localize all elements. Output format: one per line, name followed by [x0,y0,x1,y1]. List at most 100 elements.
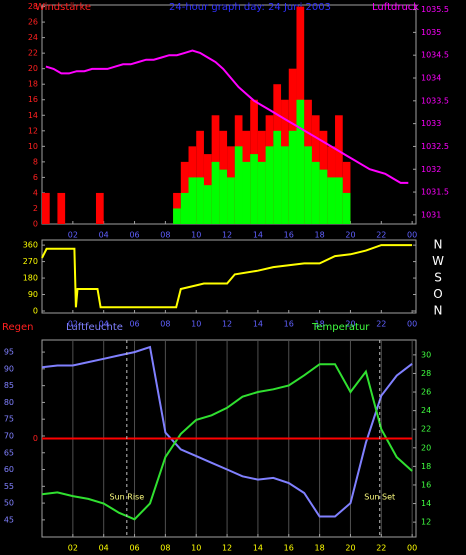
y3-axis-label: Regen [2,322,34,333]
y2-tick-label: 1035 [421,28,441,37]
x-tick-label: 02 [68,320,78,329]
bar [95,192,104,224]
y2-tick-label: 16 [421,480,431,489]
bar [196,177,204,224]
line [41,244,413,309]
y2-tick-label: 24 [421,406,431,415]
y-tick-label: 8 [33,157,38,166]
y-tick-label: 55 [4,482,14,491]
y2-tick-label: N [434,303,443,317]
y-tick-label: 14 [28,111,38,120]
y-tick-label: 65 [4,448,14,457]
y-tick-label: 85 [4,381,14,390]
bar [265,146,274,224]
y-tick-label: 2 [33,204,38,213]
y2-tick-label: 1032 [421,165,441,174]
bar [273,130,282,224]
y-tick-label: 6 [33,173,38,182]
y-tick-label: 28 [28,2,38,11]
y2-tick-label: O [433,287,442,301]
y-tick-label: 60 [4,465,14,474]
x-tick-label: 00 [407,320,417,329]
y-tick-label: 75 [4,415,14,424]
y3-tick-label: 0 [33,434,38,443]
bar [234,146,243,224]
y-tick-label: 10 [28,142,38,151]
y2-tick-label: 1034.5 [421,51,449,60]
x-tick-label: 22 [376,544,386,553]
bar [173,208,181,224]
annotation: Sun Set [364,493,395,502]
x-tick-label: 22 [376,231,386,240]
x-tick-label: 20 [345,231,355,240]
y2-tick-label: 20 [421,443,431,452]
y-tick-label: 12 [28,126,38,135]
x-tick-label: 18 [315,320,325,329]
bar [42,192,50,224]
bar [250,154,258,224]
bar [335,177,343,224]
x-tick-label: 04 [99,231,109,240]
y-tick-label: 90 [28,290,38,299]
line [45,49,409,184]
bar [335,115,343,224]
x-tick-label: 06 [129,544,139,553]
y-tick-label: 270 [23,257,38,266]
x-tick-label: 10 [191,544,201,553]
y-tick-label: 0 [33,306,38,315]
bar [257,161,266,224]
bar [227,177,235,224]
bar [311,161,320,224]
x-tick-label: 08 [160,231,170,240]
y2-tick-label: 26 [421,388,431,397]
y-tick-label: 45 [4,515,14,524]
bar [188,177,197,224]
chart-title: 24-hour graph day: 24 Juni 2003 [169,2,331,13]
x-tick-label: 00 [407,231,417,240]
y2-axis-label: Temperatur [311,322,370,333]
y-tick-label: 0 [33,220,38,229]
y-axis-label: Luftfeuchte [66,322,123,333]
x-tick-label: 04 [99,544,109,553]
y2-tick-label: 1033 [421,119,441,128]
bar [57,192,66,224]
y-tick-label: 26 [28,18,38,27]
y2-tick-label: N [434,238,443,252]
bar [304,146,312,224]
x-tick-label: 12 [222,231,232,240]
x-tick-label: 14 [253,544,263,553]
y2-tick-label: 22 [421,425,431,434]
x-tick-label: 06 [129,320,139,329]
bar [288,130,297,224]
line [41,345,413,518]
y2-tick-label: 1033.5 [421,96,449,105]
x-tick-label: 12 [222,544,232,553]
bar [211,161,220,224]
x-tick-label: 04 [99,320,109,329]
y2-tick-label: 1032.5 [421,142,449,151]
y-tick-label: 80 [4,398,14,407]
x-tick-label: 16 [284,320,294,329]
y2-tick-label: 1034 [421,74,441,83]
x-tick-label: 10 [191,231,201,240]
y-tick-label: 50 [4,499,14,508]
y-tick-label: 18 [28,80,38,89]
x-tick-label: 18 [315,231,325,240]
y-tick-label: 90 [4,364,14,373]
x-tick-label: 00 [407,544,417,553]
bar [203,185,212,224]
y-tick-label: 20 [28,64,38,73]
x-tick-label: 20 [345,544,355,553]
y2-tick-label: 14 [421,499,431,508]
bar [219,169,228,224]
bar [319,169,328,224]
bar [242,161,251,224]
y2-tick-label: 30 [421,350,431,359]
bar [180,192,189,224]
y2-tick-label: 1031 [421,210,441,219]
x-tick-label: 18 [315,544,325,553]
line [41,363,413,521]
x-tick-label: 16 [284,544,294,553]
y2-tick-label: 1035.5 [421,5,449,14]
